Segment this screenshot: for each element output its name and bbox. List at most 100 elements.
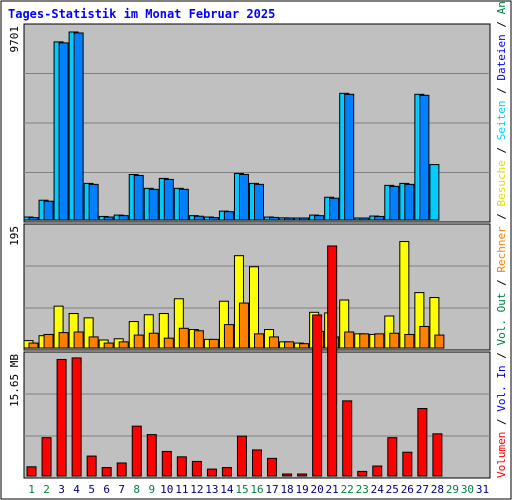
bar-volume-volumen-day-28	[432, 433, 443, 477]
legend-entry-anfragen: Anfragen	[495, 0, 508, 14]
bar-volume-volumen-day-24	[372, 465, 383, 477]
legend-entry-besuche: Besuche	[495, 160, 508, 206]
x-tick-label-day-10: 10	[160, 483, 173, 496]
bar-visits-besuche-day-1	[28, 342, 39, 349]
panel-requests-ymax-label: 9701	[8, 26, 21, 53]
x-tick-label-day-22: 22	[341, 483, 354, 496]
bar-visits-besuche-day-22	[344, 331, 355, 349]
bar-visits-besuche-day-19	[299, 343, 310, 349]
x-tick-label-day-18: 18	[280, 483, 293, 496]
bar-requests-dateien-day-4	[73, 32, 84, 221]
x-tick-label-day-12: 12	[190, 483, 203, 496]
x-tick-label-day-20: 20	[311, 483, 324, 496]
bar-requests-dateien-day-16	[254, 183, 264, 221]
bar-visits-besuche-day-3	[58, 332, 69, 349]
x-tick-label-day-5: 5	[88, 483, 95, 496]
legend-separator: /	[495, 273, 508, 293]
bar-visits-besuche-day-15	[238, 302, 249, 349]
bar-requests-dateien-day-5	[88, 183, 99, 221]
x-tick-label-day-7: 7	[118, 483, 125, 496]
bar-volume-volumen-day-9	[146, 434, 157, 477]
x-tick-label-day-26: 26	[401, 483, 414, 496]
bar-requests-dateien-day-23	[359, 217, 370, 221]
legend-entry-volumen: Volumen	[495, 432, 508, 478]
legend-separator: /	[495, 412, 508, 432]
bar-volume-volumen-day-21	[327, 245, 338, 477]
x-tick-label-day-21: 21	[326, 483, 339, 496]
x-tick-label-day-28: 28	[431, 483, 444, 496]
x-tick-label-day-14: 14	[220, 483, 234, 496]
bar-visits-besuche-day-4	[73, 331, 84, 349]
bar-volume-volumen-day-12	[191, 460, 202, 477]
legend-entry-vol-out: Vol. Out	[495, 293, 508, 346]
x-tick-label-day-15: 15	[235, 483, 248, 496]
bar-visits-besuche-day-10	[163, 337, 174, 349]
x-tick-label-day-29: 29	[446, 483, 459, 496]
legend-separator: /	[495, 346, 508, 366]
legend-entry-vol-in: Vol. In	[495, 365, 508, 411]
legend-separator: /	[495, 81, 508, 101]
x-tick-label-day-4: 4	[73, 483, 80, 496]
bar-visits-besuche-day-9	[148, 332, 159, 349]
legend-separator: /	[495, 14, 508, 34]
x-tick-label-day-8: 8	[133, 483, 140, 496]
bar-volume-volumen-day-27	[417, 408, 428, 477]
x-tick-label-day-31: 31	[476, 483, 489, 496]
bar-volume-volumen-day-7	[116, 462, 127, 477]
bar-requests-dateien-day-24	[374, 215, 385, 221]
bar-visits-besuche-day-26	[404, 333, 415, 349]
bar-requests-dateien-day-9	[148, 188, 159, 221]
bar-requests-dateien-day-3	[58, 42, 69, 221]
bar-visits-besuche-day-12	[193, 330, 204, 349]
x-tick-label-day-6: 6	[103, 483, 110, 496]
bar-volume-volumen-day-1	[26, 466, 37, 477]
bar-volume-volumen-day-20	[312, 314, 323, 477]
bar-volume-volumen-day-5	[86, 455, 97, 477]
bar-requests-dateien-day-22	[344, 93, 355, 221]
bar-requests-dateien-day-14	[223, 211, 234, 221]
bar-volume-volumen-day-22	[342, 400, 353, 477]
x-tick-label-day-27: 27	[416, 483, 429, 496]
x-tick-label-day-24: 24	[371, 483, 385, 496]
bar-volume-volumen-day-11	[176, 456, 187, 477]
bar-visits-besuche-day-5	[88, 336, 99, 349]
bar-volume-volumen-day-8	[131, 425, 142, 477]
bar-volume-volumen-day-10	[161, 450, 172, 477]
bar-requests-anfragen-day-28	[429, 164, 440, 221]
panel-volume-ymax-label: 15.65 MB	[8, 354, 21, 407]
bar-requests-dateien-day-26	[404, 183, 415, 221]
bar-requests-dateien-day-19	[299, 217, 310, 221]
x-tick-label-day-9: 9	[148, 483, 155, 496]
bar-visits-besuche-day-28	[434, 334, 445, 349]
bar-requests-dateien-day-27	[419, 94, 430, 221]
bar-visits-seiten-day-26	[399, 241, 410, 349]
x-tick-label-day-17: 17	[265, 483, 278, 496]
x-tick-label-day-25: 25	[386, 483, 399, 496]
bar-requests-dateien-day-12	[193, 215, 204, 221]
bar-volume-volumen-day-25	[387, 437, 398, 477]
bar-visits-besuche-day-18	[284, 341, 295, 349]
bar-visits-besuche-day-2	[43, 333, 54, 349]
bar-requests-dateien-day-20	[314, 215, 325, 221]
bar-visits-besuche-day-24	[374, 333, 385, 349]
bar-volume-volumen-day-3	[56, 358, 67, 477]
panel-visits-ymax-label: 195	[8, 226, 21, 246]
legend-entry-rechner: Rechner	[495, 226, 508, 273]
bar-visits-besuche-day-6	[103, 342, 114, 349]
bar-requests-dateien-day-6	[103, 216, 114, 221]
x-tick-label-day-3: 3	[58, 483, 65, 496]
bar-requests-dateien-day-17	[269, 216, 280, 221]
x-tick-label-day-13: 13	[205, 483, 218, 496]
bar-requests-dateien-day-1	[28, 217, 39, 221]
chart-title: Tages-Statistik im Monat Februar 2025	[8, 7, 276, 21]
bar-requests-dateien-day-21	[329, 197, 340, 221]
bar-volume-volumen-day-6	[101, 467, 112, 477]
bar-volume-volumen-day-17	[267, 457, 278, 477]
bar-visits-besuche-day-14	[223, 324, 234, 349]
bar-requests-dateien-day-11	[178, 188, 189, 221]
bar-requests-dateien-day-10	[163, 178, 174, 221]
bar-visits-besuche-day-8	[133, 334, 144, 349]
bar-visits-besuche-day-13	[208, 338, 219, 349]
